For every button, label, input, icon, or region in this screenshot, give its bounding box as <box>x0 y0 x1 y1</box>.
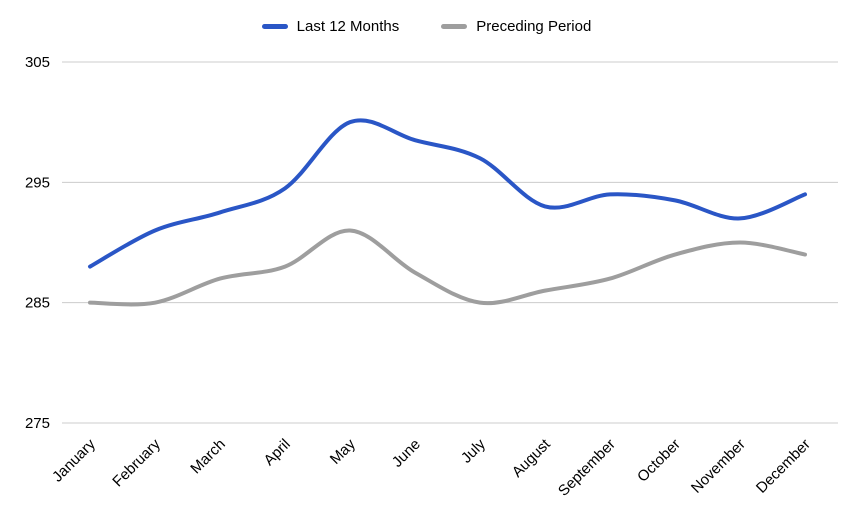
chart-plot-area: 275 285 295 305 January February March April May… <box>25 54 838 500</box>
legend-swatch-preceding-period <box>441 24 468 29</box>
x-axis-label-september: September <box>555 436 619 500</box>
x-axis-label-december: December <box>753 436 814 497</box>
legend-label-last-12-months: Last 12 Months <box>296 18 400 35</box>
x-axis-label-july: July <box>458 435 489 466</box>
x-axis-label-august: August <box>509 435 555 481</box>
y-axis-label-295: 295 <box>25 174 50 191</box>
y-axis-label-285: 285 <box>25 295 50 312</box>
x-axis-label-june: June <box>389 436 424 471</box>
legend-label-preceding-period: Preceding Period <box>476 18 592 35</box>
y-axis-label-275: 275 <box>25 415 50 432</box>
series-line-last-12-months <box>88 118 807 269</box>
legend-swatch-last-12-months <box>261 24 288 29</box>
legend-item-preceding-period: Preceding Period <box>441 18 591 35</box>
x-axis-label-april: April <box>261 436 294 469</box>
x-axis-label-november: November <box>688 436 749 497</box>
x-axis-label-may: May <box>327 435 359 467</box>
legend-item-last-12-months: Last 12 Months <box>261 18 400 35</box>
x-axis-label-march: March <box>187 436 228 477</box>
y-axis-label-305: 305 <box>25 54 50 71</box>
chart-legend: Last 12 Months Preceding Period <box>0 18 853 35</box>
x-axis-label-february: February <box>109 435 164 490</box>
x-axis-label-january: January <box>49 435 99 485</box>
series-line-preceding-period <box>88 228 807 307</box>
x-axis-label-october: October <box>634 436 684 486</box>
